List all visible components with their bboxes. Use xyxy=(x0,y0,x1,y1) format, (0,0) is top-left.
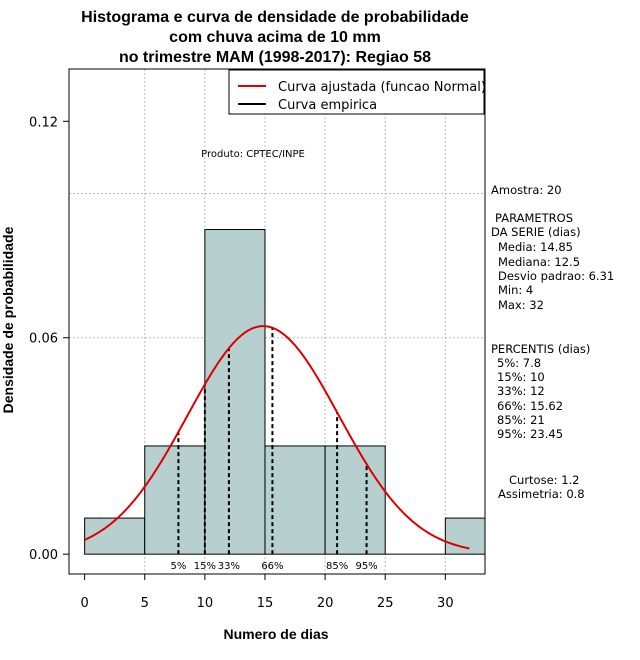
y-tick-label: 0.06 xyxy=(29,332,58,347)
sample-size: Amostra: 20 xyxy=(491,183,562,197)
percentile-label: 85% xyxy=(326,561,348,572)
percentil-85: 85%: 21 xyxy=(497,413,545,427)
histogram-bar xyxy=(444,517,486,555)
histogram-bar xyxy=(84,517,146,555)
legend-label-fitted: Curva ajustada (funcao Normal) xyxy=(278,80,486,95)
stat-media: Media: 14.85 xyxy=(498,240,573,254)
histogram-bar xyxy=(204,229,266,555)
params-title-2: DA SERIE (dias) xyxy=(491,225,581,239)
y-axis-title: Densidade de probabilidade xyxy=(0,226,16,413)
x-tick-label: 5 xyxy=(141,596,149,611)
histogram-bar xyxy=(144,445,206,555)
histogram-bars xyxy=(84,229,486,555)
stat-curtose: Curtose: 1.2 xyxy=(509,473,579,487)
params-title-1: PARAMETROS xyxy=(495,211,573,225)
y-tick-label: 0.12 xyxy=(29,115,58,130)
percentile-lines: 5% 15% 33% 66% 85% 95% xyxy=(170,327,378,572)
statistics-panel: Amostra: 20 PARAMETROS DA SERIE (dias) M… xyxy=(491,183,614,501)
legend-label-empirical: Curva empirica xyxy=(278,98,377,113)
percentil-95: 95%: 23.45 xyxy=(497,427,563,441)
y-tick-label: 0.00 xyxy=(29,548,58,563)
stat-mediana: Mediana: 12.5 xyxy=(498,255,580,269)
percentil-15: 15%: 10 xyxy=(497,370,545,384)
normal-curve xyxy=(84,325,470,550)
stat-desvio: Desvio padrao: 6.31 xyxy=(498,269,614,283)
percentile-label: 5% xyxy=(170,561,186,572)
chart-title-line-1: Histograma e curva de densidade de proba… xyxy=(81,9,469,26)
x-tick-label: 20 xyxy=(317,596,334,611)
legend-box xyxy=(228,69,485,115)
x-axis-title: Numero de dias xyxy=(223,626,328,642)
percentil-33: 33%: 12 xyxy=(497,384,545,398)
percentile-label: 15% xyxy=(194,561,216,572)
percentile-label: 66% xyxy=(261,561,283,572)
x-tick-label: 30 xyxy=(437,596,454,611)
chart-title-line-2: com chuva acima de 10 mm xyxy=(169,29,381,46)
chart-title-line-3: no trimestre MAM (1998-2017): Regiao 58 xyxy=(119,49,431,66)
stat-assimetria: Assimetria: 0.8 xyxy=(498,487,585,501)
normal-curve-layer xyxy=(84,325,470,550)
stat-max: Max: 32 xyxy=(498,298,544,312)
percentile-label: 33% xyxy=(218,561,240,572)
histogram-bar xyxy=(324,445,386,555)
product-annotation: Produto: CPTEC/INPE xyxy=(201,149,305,160)
x-tick-label: 15 xyxy=(257,596,274,611)
axes: 0 5 10 15 20 25 30 0.00 0.06 0.12 xyxy=(29,115,454,611)
x-tick-label: 0 xyxy=(80,596,88,611)
histogram-bar xyxy=(264,445,326,555)
percentis-title: PERCENTIS (dias) xyxy=(491,342,590,356)
x-tick-label: 25 xyxy=(377,596,394,611)
plot-frame xyxy=(68,68,486,575)
x-tick-label: 10 xyxy=(197,596,214,611)
percentil-5: 5%: 7.8 xyxy=(497,356,541,370)
percentile-label: 95% xyxy=(355,561,377,572)
stat-min: Min: 4 xyxy=(498,283,533,297)
percentil-66: 66%: 15.62 xyxy=(497,399,563,413)
legend: Curva ajustada (funcao Normal) Curva emp… xyxy=(228,69,486,115)
